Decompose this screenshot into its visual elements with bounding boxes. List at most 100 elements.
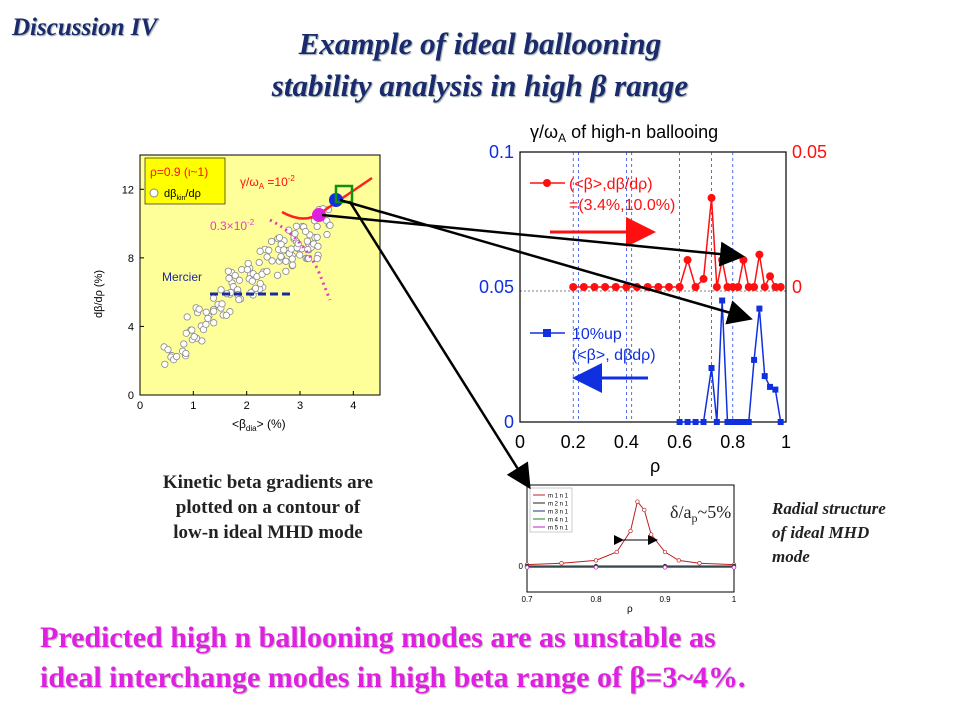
width-label: δ/ap~5% [670, 502, 731, 525]
slide-title-line1: Example of ideal ballooning [298, 26, 662, 61]
scatter-point [313, 233, 321, 241]
radial-structure-note: Radial structure of ideal MHD mode [772, 499, 886, 566]
scatter-point [188, 326, 196, 334]
left-x-tick-label: 1 [190, 400, 196, 412]
scatter-point [291, 230, 299, 238]
scatter-point [204, 314, 212, 322]
inset-x-tick-label: 1 [732, 595, 737, 604]
inset-series-point [649, 532, 654, 537]
red-series-point [766, 272, 775, 281]
left-x-tick-label: 4 [350, 400, 356, 412]
scatter-point [289, 261, 297, 269]
blue-series-point [692, 419, 699, 425]
blue-series-point [751, 356, 758, 363]
scatter-point [182, 329, 190, 337]
inset-series-point [593, 558, 599, 563]
right-x-tick-label: 0.4 [614, 432, 639, 452]
scatter-point [209, 294, 218, 302]
right-left-y-tick-label: 0 [504, 412, 514, 432]
scatter-point [243, 266, 251, 274]
scatter-point [195, 305, 203, 313]
legend-dbeta: dβkin/dρ [164, 188, 201, 202]
red-series-point [622, 283, 631, 291]
red-series-point [664, 283, 673, 291]
contour-label: 0.3×10-2 [210, 218, 255, 233]
legend-rho: ρ=0.9 (ι~1) [150, 165, 208, 179]
arrow-to-blue [339, 198, 753, 325]
left-caption: Kinetic beta gradients are plotted on a … [162, 472, 374, 543]
scatter-point [302, 227, 310, 236]
blue-series-point [761, 373, 768, 380]
gamma-label: γ/ωA =10-2 [240, 174, 295, 191]
scatter-point [244, 259, 252, 268]
scatter-point [267, 237, 276, 246]
left-y-tick-label: 4 [128, 321, 134, 333]
scatter-point [235, 295, 243, 304]
scatter-point [263, 253, 271, 261]
blue-series-point [735, 419, 742, 425]
scatter-point [218, 300, 226, 308]
inset-series-point [593, 565, 599, 570]
red-series-point [734, 283, 743, 291]
red-series-point [718, 256, 727, 264]
red-series-point [739, 256, 748, 264]
left-x-tick-label: 2 [244, 400, 250, 412]
red-series-point [654, 283, 663, 291]
mercier-label: Mercier [162, 270, 202, 284]
red-series-point [750, 283, 759, 291]
inset-series-point [662, 565, 668, 570]
left-xlabel: <βdia> (%) [232, 417, 286, 433]
inset-legend: m 1 n 1 m 2 n 1 m 3 n 1 m 4 n 1 m 5 n 1 [529, 487, 573, 533]
scatter-point [255, 258, 263, 267]
blue-series-point [740, 419, 747, 425]
scatter-point [164, 345, 172, 354]
right-x-tick-label: 1 [781, 432, 791, 452]
scatter-point [282, 267, 290, 275]
inset-series-point [662, 549, 668, 555]
right-x-tick-label: 0.2 [561, 432, 586, 452]
scatter-point [313, 255, 321, 263]
scatter-point [202, 320, 210, 328]
inset-series-point [628, 528, 633, 534]
scatter-point [183, 313, 191, 321]
inset-xlabel: ρ [627, 604, 633, 615]
blue-series-point [713, 419, 720, 425]
scatter-point [251, 284, 260, 292]
scatter-point [277, 252, 285, 261]
red-series-point [569, 283, 578, 291]
scatter-point [326, 221, 334, 229]
red-series [569, 193, 785, 291]
arrow-to-red [321, 213, 745, 267]
right-chart-title: γ/ωA of high-n ballooing [530, 122, 718, 145]
scatter-point [231, 271, 239, 280]
scatter-point [292, 222, 300, 230]
blue-series-point [756, 305, 763, 312]
red-series-point [712, 283, 721, 291]
right-left-y-tick-label: 0.05 [479, 277, 514, 297]
red-series-point [675, 283, 684, 291]
magenta-marker [312, 208, 326, 222]
beta-symbol: β [629, 661, 646, 694]
inset-x-tick-label: 0.9 [659, 595, 671, 604]
left-x-tick-label: 0 [137, 400, 143, 412]
inset-y-tick-label: 0 [519, 562, 524, 571]
scatter-point [210, 319, 218, 327]
inset-series-point [635, 499, 640, 504]
inset-series-point [642, 507, 647, 513]
right-chart-ticks: 0 0.2 0.4 0.6 0.8 1 0 0.05 0.1 0 0.05 [479, 142, 827, 452]
inset-chart-ticks: 0.7 0.8 0.9 1 0 [519, 562, 737, 604]
inset-chart-lines [524, 499, 737, 570]
red-legend-line2: =(3.4%,10.0%) [569, 197, 675, 214]
inset-legend-label: m 3 n 1 [548, 510, 569, 516]
red-legend-marker [543, 179, 551, 187]
scatter-point [224, 267, 232, 275]
scatter-point [303, 237, 311, 245]
red-series-point [776, 283, 785, 291]
slide-title-line2: stability analysis in high β range [271, 68, 689, 103]
inset-chart: 0.7 0.8 0.9 1 0 m 1 n 1 m 2 n 1 m 3 n 1 m 4 n 1… [519, 484, 737, 615]
left-ylabel: dβ/dρ (%) [93, 270, 105, 318]
red-legend-line1: (<β>,dβ/dρ) [569, 176, 653, 193]
red-series-point [590, 283, 599, 291]
